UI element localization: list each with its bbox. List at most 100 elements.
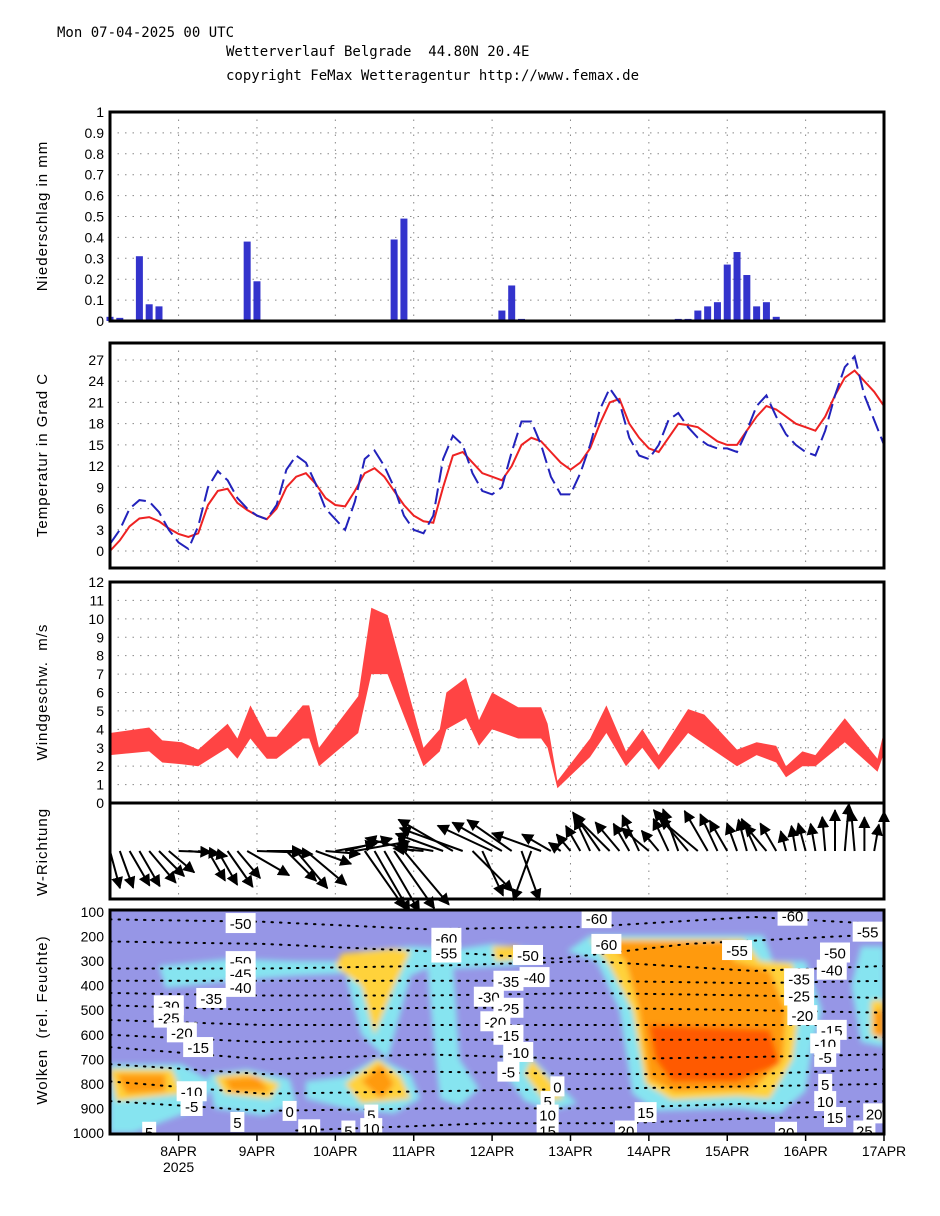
wind-direction-arrow [658,817,699,852]
wind-direction-arrow [246,850,291,877]
wind-direction-arrow [398,826,464,852]
copyright: copyright FeMax Wetteragentur http://www… [226,68,639,84]
wind-direction-arrow [148,850,177,884]
precip-bar [762,302,770,321]
wind-direction-arrow [481,850,505,897]
contour-label: -15 [187,1040,209,1057]
chart-title: Wetterverlauf Belgrade 44.80N 20.4E [226,44,529,60]
contour-label: -40 [230,980,252,997]
contour-label-box [536,1104,559,1125]
wind-direction-arrow [128,850,151,887]
contour-label: -20 [792,1008,814,1025]
wind-direction-arrow [285,850,318,882]
temp-axis-title: Temperatur in Grad C [34,373,51,537]
contour-label: -5 [185,1099,198,1116]
contour-label-box [824,1107,847,1128]
contour-label-box [615,1120,637,1134]
contour-label-box [784,985,815,1006]
isotherm-line [295,1114,884,1132]
contour-label: -60 [596,937,618,954]
y-tick-label: 9 [96,629,104,645]
y-tick-label: 6 [96,685,104,701]
wind-direction-arrow [305,850,348,886]
y-tick-label: 9 [96,479,104,495]
contour-label: -40 [524,970,546,987]
contour-label-box [536,1120,559,1134]
y-tick-label: 0.6 [85,188,105,204]
wind-axis-title: Windgeschw. m/s [34,624,51,761]
pressure-tick-label: 100 [81,904,105,920]
pressure-tick-label: 400 [81,978,105,994]
contour-label: -35 [498,974,520,991]
wind-direction-arrow [383,850,421,913]
wind-direction-arrow [683,810,709,852]
pressure-tick-label: 200 [81,929,105,945]
contour-label: 20 [778,1125,795,1142]
wind-direction-arrow [708,819,729,852]
pressure-tick-label: 800 [81,1076,105,1092]
wind-direction-arrow [315,850,353,866]
contour-label: 10 [363,1121,380,1138]
wind-direction-arrow [740,817,758,852]
contour-label-box [820,942,851,963]
panel-frame [108,110,886,323]
direction-axis-title: W-Richtung [34,808,51,896]
contour-label: 5 [344,1124,352,1141]
wind-direction-arrow [397,818,454,852]
contour-label-box [493,970,524,991]
precip-bar [390,239,398,321]
contour-label-box [196,987,227,1008]
contour-label: 15 [827,1110,844,1127]
wind-direction-arrow [207,850,226,882]
contour-label-box [814,1091,837,1112]
contour-label: 15 [637,1105,654,1122]
contour-label: -10 [507,1045,529,1062]
contour-label: -25 [788,988,810,1005]
wind-direction-arrow [521,833,552,852]
y-tick-label: 3 [96,522,104,538]
precip-axis-title: Niederschlag in mm [34,141,51,292]
y-tick-label: 0.2 [85,271,105,287]
contour-label: 5 [543,1094,551,1111]
wind-direction-arrow [621,814,640,852]
y-tick-label: 27 [88,352,104,368]
wind-direction-arrow [806,822,819,852]
precip-bar [116,317,124,321]
y-tick-label: 15 [88,437,104,453]
contour-label: 5 [145,1125,153,1142]
precip-bar [135,256,143,321]
x-tick-label: 8APR [160,1143,197,1159]
isotherm-line [110,933,884,960]
y-tick-label: 18 [88,416,104,432]
x-tick-label: 14APR [627,1143,671,1159]
humidity-region [361,1064,395,1099]
y-tick-label: 12 [88,458,104,474]
wind-direction-arrow [325,847,362,860]
panel-frame [108,580,886,805]
x-tick-label: 10APR [313,1143,357,1159]
wind-direction-arrow [403,850,450,906]
precip-bar [704,306,712,321]
wind-direction-arrow [236,850,261,880]
contour-label-box [863,1103,884,1124]
contour-label: 20 [618,1124,635,1141]
humidity-region [116,1074,166,1094]
cloud-axis-title: Wolken (rel. Feuchte) [34,935,51,1104]
contour-label: 5 [233,1115,241,1132]
pressure-tick-label: 600 [81,1027,105,1043]
contour-label: 5 [821,1077,829,1094]
y-tick-label: 0.7 [85,167,105,183]
contour-label: 15 [539,1124,556,1141]
wind-direction-arrow [777,830,790,852]
wind-direction-arrow [138,850,161,888]
contour-label-box [142,1121,157,1134]
humidity-region [874,1010,884,1038]
x-tick-label: 12APR [470,1143,514,1159]
wind-direction-arrow [118,850,136,889]
contour-label-box [282,1100,297,1121]
panel-frame [108,801,886,901]
contour-label: 20 [866,1106,883,1123]
contour-label: 0 [285,1104,293,1121]
wind-direction-arrow [295,850,329,890]
contour-label: 0 [553,1079,561,1096]
